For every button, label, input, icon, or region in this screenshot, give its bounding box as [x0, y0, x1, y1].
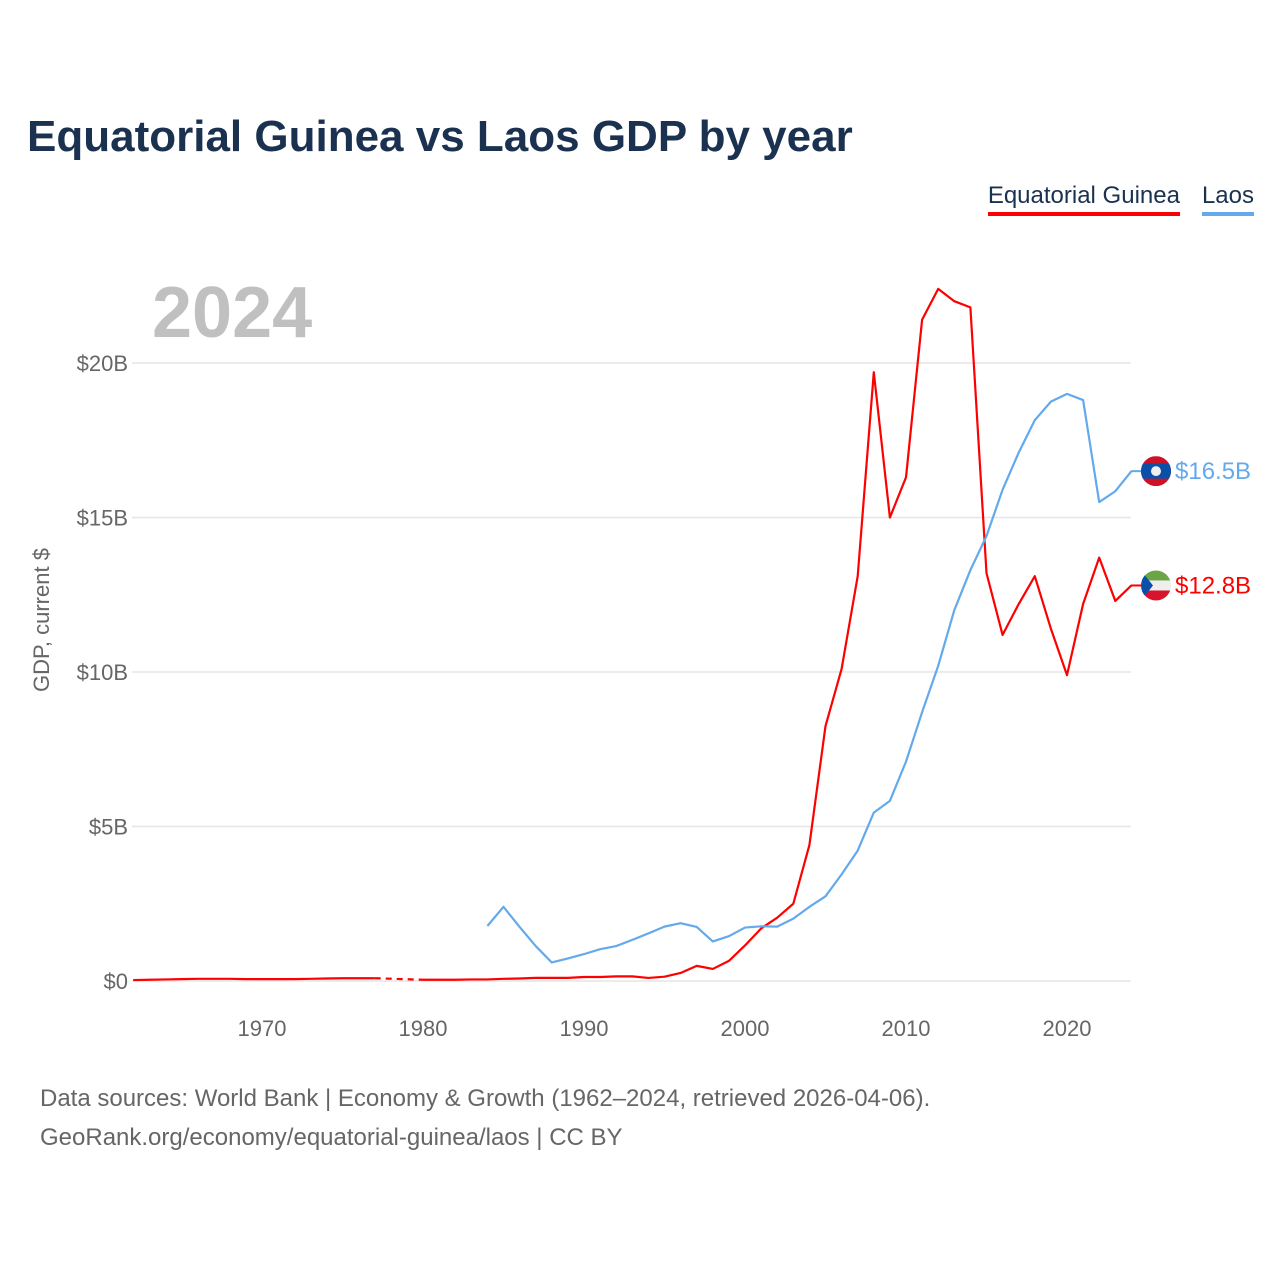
legend: Equatorial Guinea Laos — [987, 182, 1254, 216]
y-tick-label: $20B — [77, 351, 128, 376]
x-tick-label: 1990 — [560, 1016, 609, 1041]
footer-sources: Data sources: World Bank | Economy & Gro… — [40, 1085, 931, 1112]
series-line-laos — [486, 392, 1133, 964]
x-tick-label: 2000 — [721, 1016, 770, 1041]
y-tick-label: $5B — [89, 815, 128, 840]
y-tick-label: $15B — [77, 506, 128, 531]
legend-item-equatorial-guinea[interactable]: Equatorial Guinea — [987, 182, 1180, 216]
end-value-label-equatorial-guinea: $12.8B — [1175, 572, 1251, 599]
laos-flag-icon — [1141, 456, 1171, 487]
chart-title: Equatorial Guinea vs Laos GDP by year — [27, 112, 853, 161]
y-tick-label: $0 — [104, 969, 128, 994]
x-tick-label: 2020 — [1043, 1016, 1092, 1041]
y-tick-label: $10B — [77, 660, 128, 685]
current-year-label: 2024 — [152, 273, 313, 353]
legend-item-laos[interactable]: Laos — [1201, 182, 1254, 216]
series-line-equatorial-guinea — [133, 977, 375, 982]
x-tick-label: 1970 — [238, 1016, 287, 1041]
equatorial-guinea-flag-icon — [1141, 570, 1171, 601]
x-tick-label: 2010 — [882, 1016, 931, 1041]
end-value-label-laos: $16.5B — [1175, 458, 1251, 485]
series-gap-equatorial-guinea — [374, 977, 424, 981]
x-tick-label: 1980 — [399, 1016, 448, 1041]
series-line-equatorial-guinea — [423, 287, 1133, 981]
footer-url[interactable]: GeoRank.org/economy/equatorial-guinea/la… — [40, 1124, 623, 1151]
